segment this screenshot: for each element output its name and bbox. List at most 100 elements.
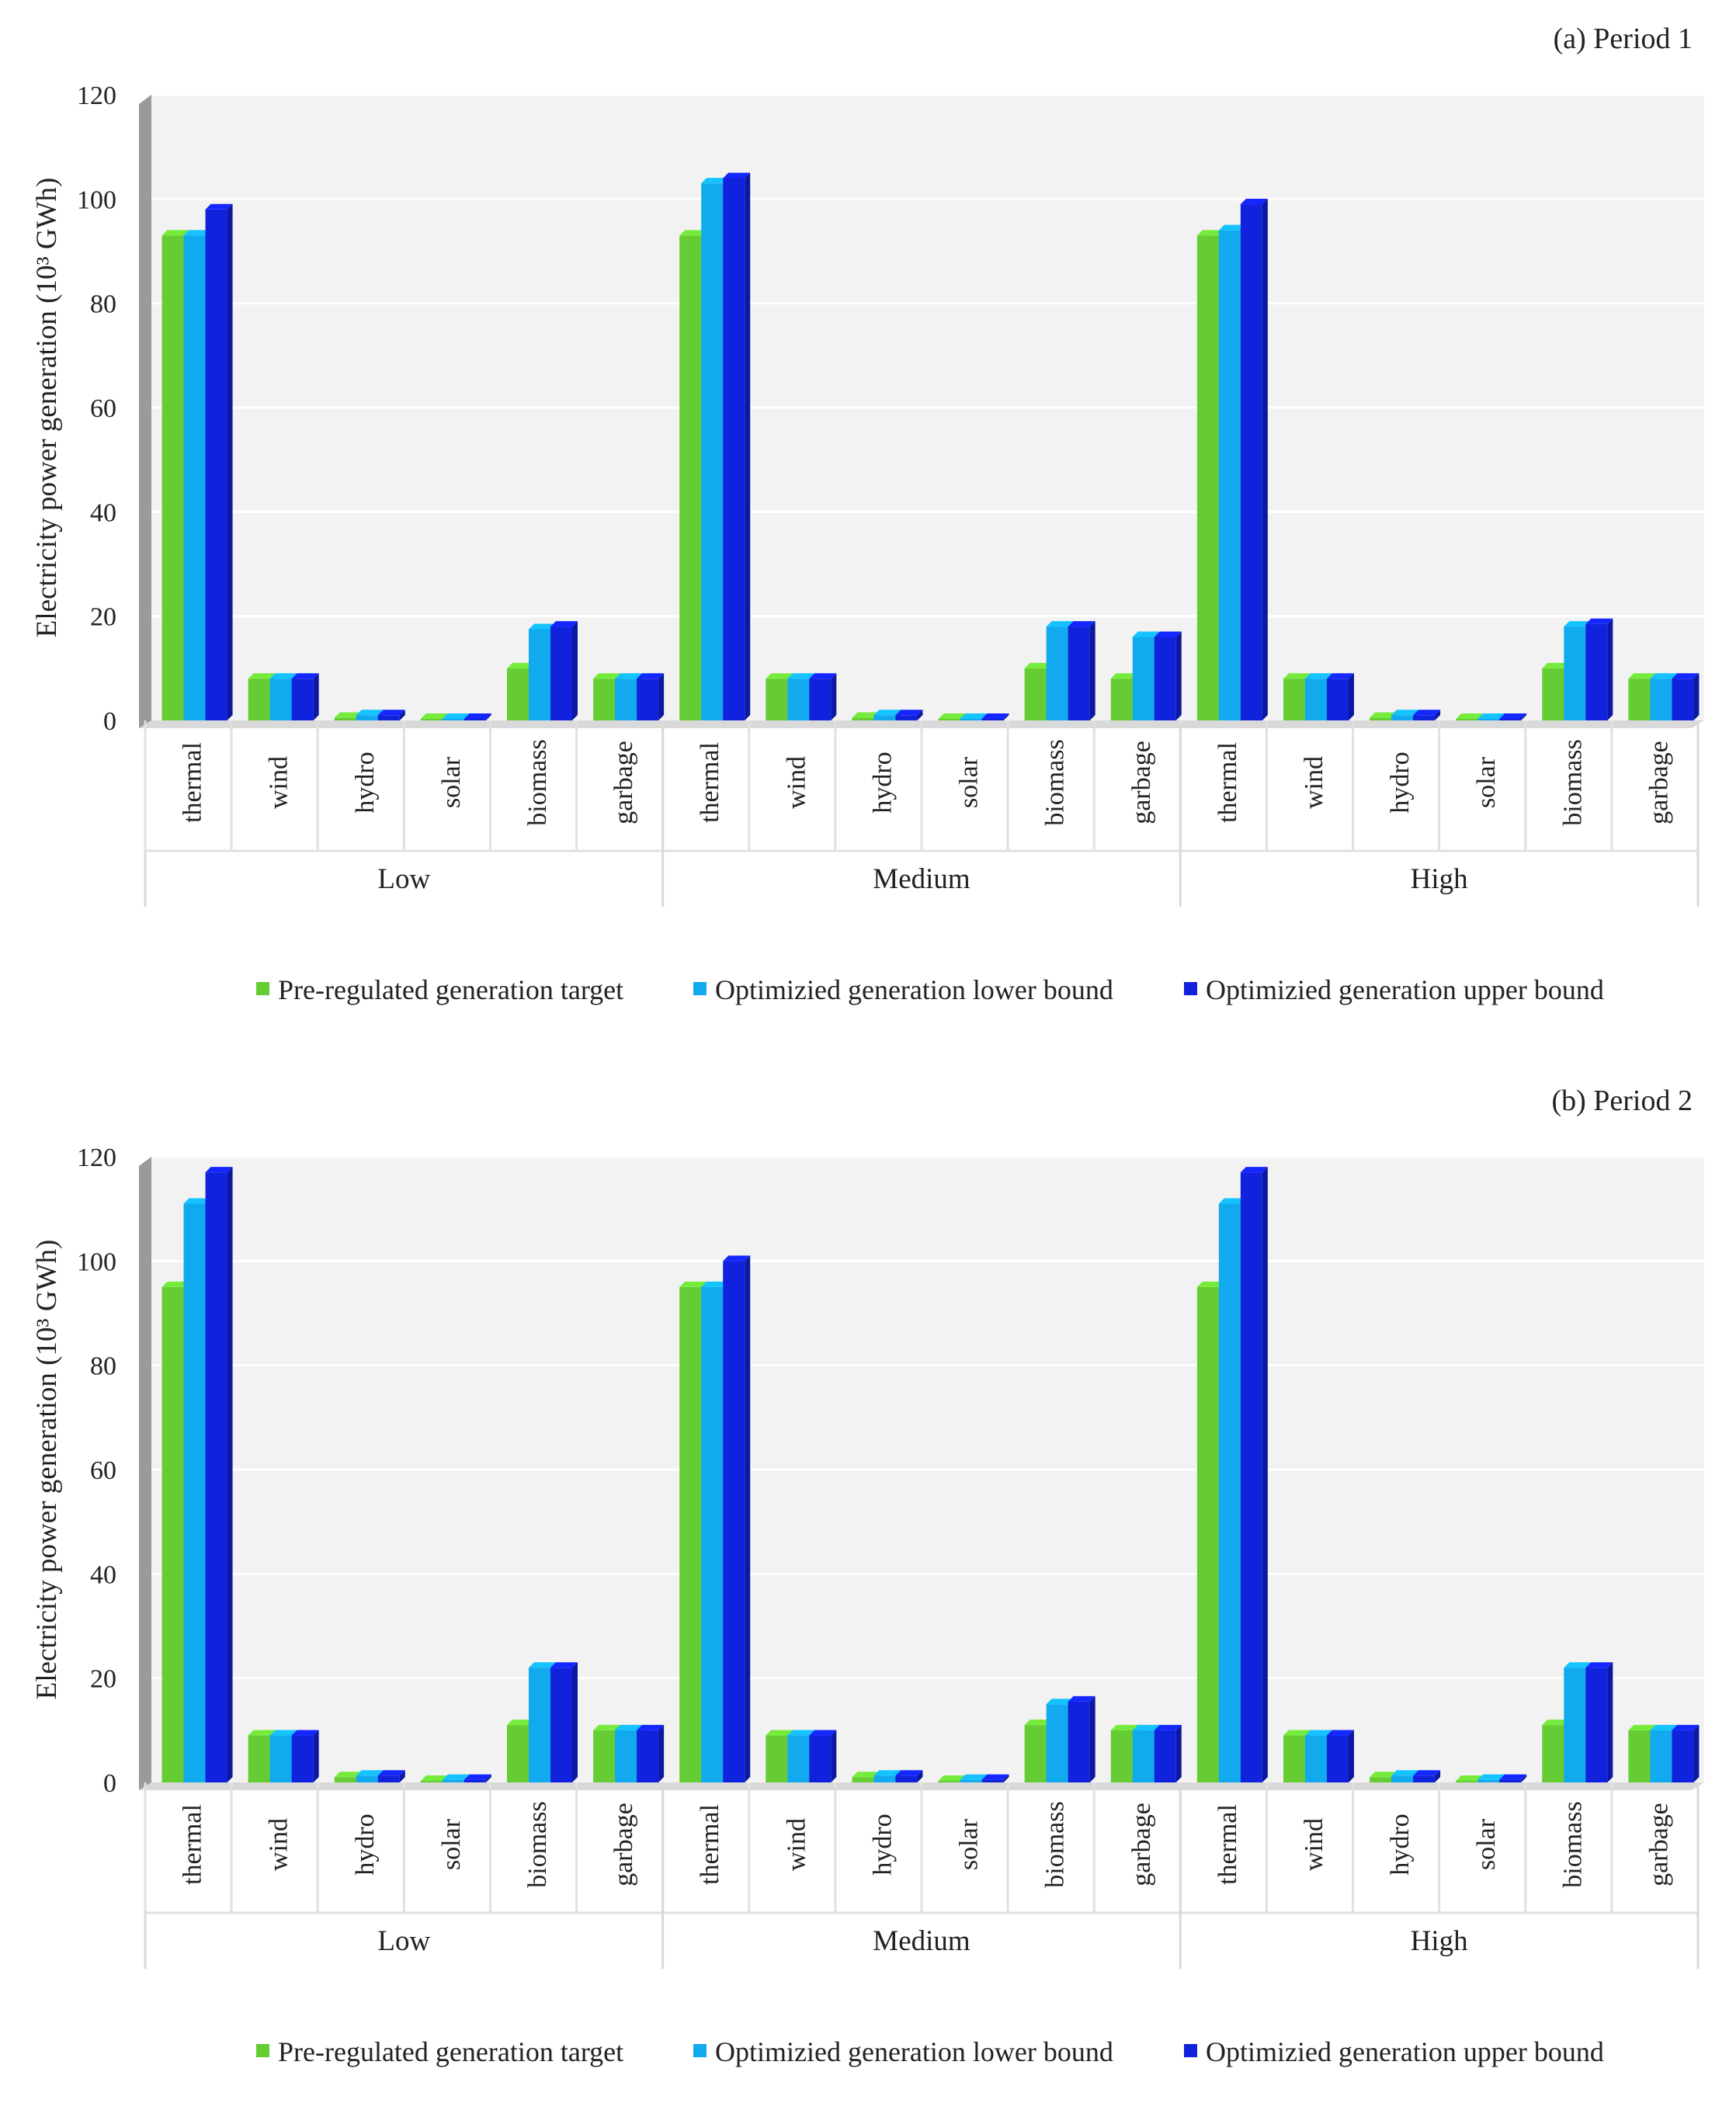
bar-side	[745, 1255, 751, 1782]
bar-side	[831, 1730, 837, 1782]
bar-side	[1693, 1724, 1700, 1782]
chart-period-2-svg: (b) Period 2 0 20 40 60 80 100 120 Electricity p…	[31, 1085, 1704, 2067]
bar-top	[701, 178, 729, 184]
bar	[1413, 715, 1436, 720]
bar-top	[1068, 621, 1095, 627]
bar	[291, 1735, 314, 1782]
bar-top	[1628, 673, 1656, 679]
bar	[766, 678, 788, 720]
bar-top	[1628, 1724, 1656, 1730]
bar	[895, 1775, 918, 1782]
bar	[766, 1735, 788, 1782]
bar	[1132, 1730, 1154, 1782]
bar	[1628, 678, 1651, 720]
bar-top	[291, 1730, 319, 1736]
bar-side	[745, 172, 751, 720]
category-label: wind	[265, 1818, 293, 1871]
bar	[637, 678, 659, 720]
bar	[787, 678, 810, 720]
bar	[1391, 715, 1414, 720]
y-axis-label: Electricity power generation (10³ GWh)	[31, 1240, 63, 1700]
bar	[420, 1780, 443, 1782]
bar	[442, 718, 464, 720]
group-label: Medium	[873, 863, 970, 895]
bar	[615, 1730, 637, 1782]
bar-top	[960, 713, 988, 719]
bar-top	[1046, 621, 1074, 627]
bar-top	[679, 1281, 707, 1287]
bar	[1650, 1730, 1672, 1782]
bar-side	[572, 621, 578, 720]
y-tick-label: 60	[90, 1456, 116, 1485]
legend-swatch	[1184, 2044, 1197, 2057]
chart-period-1: (a) Period 1 0 20 40 60 80 100 120 Electricity p…	[31, 23, 1704, 1005]
bar-top	[420, 713, 448, 719]
bar-top	[356, 710, 384, 716]
bar-top	[1305, 1730, 1332, 1736]
bar	[1068, 1701, 1090, 1782]
bar	[464, 718, 486, 720]
bar	[1305, 678, 1327, 720]
bar-top	[852, 712, 880, 718]
bar-top	[1305, 673, 1332, 679]
bar-top	[205, 1167, 233, 1173]
bar-top	[1154, 631, 1182, 637]
category-label: thermal	[179, 742, 207, 823]
legend-label: Pre-regulated generation target	[278, 974, 623, 1005]
bar-side	[1521, 713, 1527, 720]
category-label: hydro	[351, 1813, 380, 1875]
bar-top	[377, 710, 405, 716]
group-label: Medium	[873, 1925, 970, 1957]
bar-top	[1154, 1724, 1182, 1730]
category-label: hydro	[1386, 1813, 1415, 1875]
bar-top	[334, 1772, 362, 1778]
y-tick-label: 40	[90, 498, 116, 527]
bar-top	[1240, 1167, 1268, 1173]
bar	[852, 717, 874, 720]
bar-top	[1132, 1724, 1160, 1730]
bar-top	[679, 230, 707, 236]
bar	[1672, 1730, 1694, 1782]
y-tick-label: 20	[90, 1665, 116, 1694]
legend-swatch	[256, 2044, 269, 2057]
bar	[1024, 668, 1047, 720]
bar-side	[1003, 713, 1009, 720]
bar	[615, 678, 637, 720]
category-label: solar	[1472, 756, 1501, 808]
bar-top	[269, 673, 297, 679]
category-label: garbage	[1127, 1803, 1156, 1886]
y-tick-label: 100	[77, 186, 116, 214]
bar	[1154, 1730, 1176, 1782]
chart-period-2: (b) Period 2 0 20 40 60 80 100 120 Electricity p…	[0, 1062, 1736, 2124]
category-label: garbage	[1127, 741, 1156, 824]
bar-side	[313, 1730, 319, 1782]
y-tick-label: 60	[90, 394, 116, 423]
category-label: solar	[955, 1818, 984, 1870]
bar-side	[658, 1724, 665, 1782]
bar-top	[1196, 230, 1224, 236]
bar-top	[161, 1281, 189, 1287]
bar-top	[507, 662, 534, 668]
category-label: wind	[265, 756, 293, 809]
legend-label: Optimizied generation lower bound	[715, 2036, 1113, 2067]
chart-title: (b) Period 2	[1551, 1085, 1693, 1117]
y-tick-label: 40	[90, 1560, 116, 1589]
bar	[507, 1725, 529, 1782]
bar-top	[723, 1255, 751, 1262]
bar-top	[873, 1770, 901, 1776]
bar-top	[809, 673, 837, 679]
legend-swatch	[693, 2044, 707, 2057]
plot-side-wall	[139, 1157, 151, 1790]
bar	[1024, 1725, 1047, 1782]
bar-top	[938, 1775, 966, 1781]
bar-side	[572, 1662, 578, 1782]
bar-side	[1435, 710, 1441, 720]
bar	[550, 1668, 572, 1782]
chart-title: (a) Period 1	[1554, 23, 1693, 55]
bar-top	[895, 1770, 923, 1776]
bar	[787, 1735, 810, 1782]
bar-top	[593, 1724, 621, 1730]
bar-side	[313, 673, 319, 720]
category-label: biomass	[1041, 1801, 1070, 1887]
bar	[1477, 718, 1500, 720]
